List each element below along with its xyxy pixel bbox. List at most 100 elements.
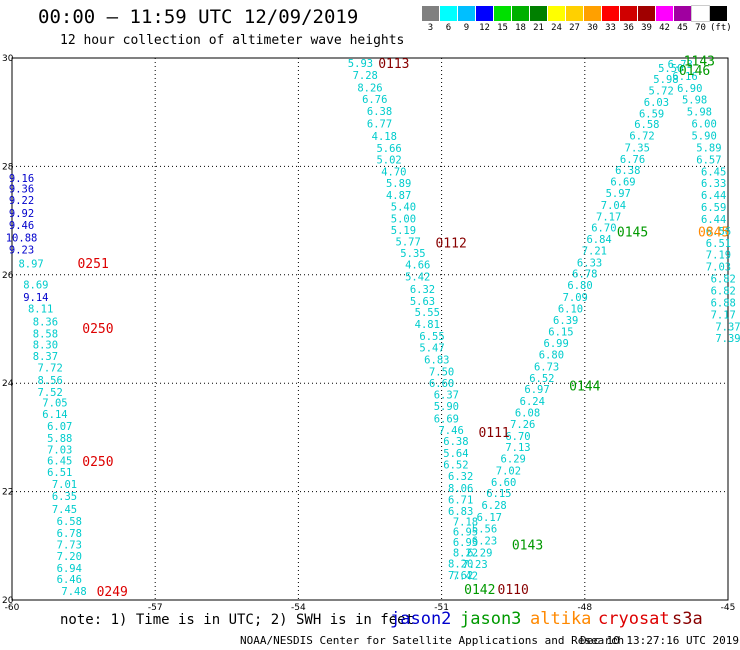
wave-height-value: 6.72 [629,131,654,143]
wave-height-value: 7.02 [496,465,521,477]
wave-height-value: 6.83 [448,506,473,518]
pass-time-label: 1143 [684,55,715,70]
color-scale-label: 15 [497,23,508,33]
wave-height-value: 6.23 [472,535,497,547]
wave-height-value: 6.93 [453,537,478,549]
color-scale-swatch [422,6,439,21]
color-scale-swatch [458,6,475,21]
wave-height-value: 5.98 [653,74,678,86]
x-tick-label: -48 [577,603,592,613]
wave-height-value: 6.80 [539,349,564,361]
wave-height-value: 6.16 [672,71,697,83]
wave-height-value: 6.39 [553,315,578,327]
wave-height-value: 6.60 [491,477,516,489]
wave-height-value: 6.29 [501,454,526,466]
color-scale-swatch [440,6,457,21]
wave-height-value: 6.73 [668,59,693,71]
wave-height-value: 8.56 [38,375,63,387]
pass-time-label: 0251 [77,257,108,272]
wave-height-value: 6.10 [558,303,583,315]
wave-height-value: 6.07 [47,421,72,433]
wave-height-value: 6.51 [47,467,72,479]
wave-height-value: 7.18 [453,516,478,528]
x-tick-label: -57 [148,603,163,613]
wave-height-value: 5.02 [376,154,401,166]
wave-height-value: 6.28 [481,500,506,512]
y-tick-label: 20 [2,596,14,606]
pass-time-label: 0143 [512,539,543,554]
color-scale-swatch [584,6,601,21]
color-scale-label: 6 [445,23,452,33]
wave-height-value: 6.99 [544,338,569,350]
wave-height-value: 6.83 [424,354,449,366]
color-scale-swatch [494,6,511,21]
wave-height-value: 5.64 [443,448,468,460]
wave-height-value: 8.37 [33,351,58,363]
pass-time-label: 0110 [498,583,529,598]
satellite-altika: altika [530,609,592,629]
pass-time-label: 0142 [464,583,495,598]
wave-height-value: 5.72 [649,86,674,98]
wave-height-value: 5.89 [386,178,411,190]
x-tick-label: -45 [721,603,736,613]
color-scale-swatch [602,6,619,21]
wave-height-value: 6.45 [47,456,72,468]
wave-height-value: 8.22 [453,547,478,559]
wave-height-value: 6.38 [443,436,468,448]
wave-height-value: 5.42 [405,271,430,283]
wave-height-value: 6.94 [57,563,82,575]
color-scale-label: 24 [551,23,562,33]
wave-height-value: 7.62 [448,570,473,582]
wave-height-value: 7.28 [353,70,378,82]
color-scale-label: 45 [677,23,688,33]
wave-height-value: 6.97 [524,384,549,396]
wave-height-value: 6.24 [520,396,545,408]
plot-frame [11,57,729,601]
wave-height-value: 7.23 [462,559,487,571]
wave-height-value: 6.38 [367,106,392,118]
wave-height-value: 8.97 [18,258,43,270]
wave-height-value: 7.21 [582,245,607,257]
wave-height-value: 7.09 [563,292,588,304]
wave-height-value: 5.98 [682,95,707,107]
wave-height-value: 7.45 [52,504,77,516]
wave-height-value: 5.63 [410,296,435,308]
wave-height-value: 9.22 [9,195,34,207]
wave-height-value: 5.98 [687,107,712,119]
wave-height-value: 6.32 [410,284,435,296]
wave-height-value: 6.55 [419,331,444,343]
y-tick-label: 30 [2,54,14,64]
x-tick-label: -60 [5,603,20,613]
pass-time-label: 0112 [435,236,466,251]
wave-height-value: 6.69 [434,413,459,425]
wave-height-value: 8.06 [448,483,473,495]
wave-height-value: 6.44 [701,214,726,226]
wave-height-value: 6.60 [429,378,454,390]
wave-height-value: 6.76 [362,94,387,106]
wave-height-value: 5.93 [348,58,373,70]
color-scale-swatch [548,6,565,21]
wave-height-value: 7.73 [57,540,82,552]
wave-height-value: 6.82 [711,274,736,286]
pass-time-label: 0113 [378,57,409,72]
wave-height-value: 6.15 [486,488,511,500]
y-tick-label: 28 [2,162,14,172]
wave-height-value: 7.42 [453,571,478,583]
wave-height-value: 5.50 [658,63,683,75]
wave-height-value: 6.52 [443,460,468,472]
y-tick-label: 22 [2,488,13,498]
color-scale-label: 39 [641,23,652,33]
wave-height-value: 5.47 [419,342,444,354]
wave-height-value: 6.73 [534,361,559,373]
color-scale-label: 27 [569,23,580,33]
pass-time-label: 0250 [82,455,113,470]
footer-note: note: 1) Time is in UTC; 2) SWH is in fe… [60,612,415,628]
wave-height-value: 7.13 [505,442,530,454]
color-scale-label: (ft) [710,23,732,33]
wave-height-value: 6.78 [572,269,597,281]
wave-height-value: 8.11 [28,303,53,315]
wave-height-value: 5.19 [391,225,416,237]
wave-height-value: 7.17 [596,211,621,223]
wave-height-value: 5.00 [391,213,416,225]
wave-height-value: 6.51 [706,238,731,250]
